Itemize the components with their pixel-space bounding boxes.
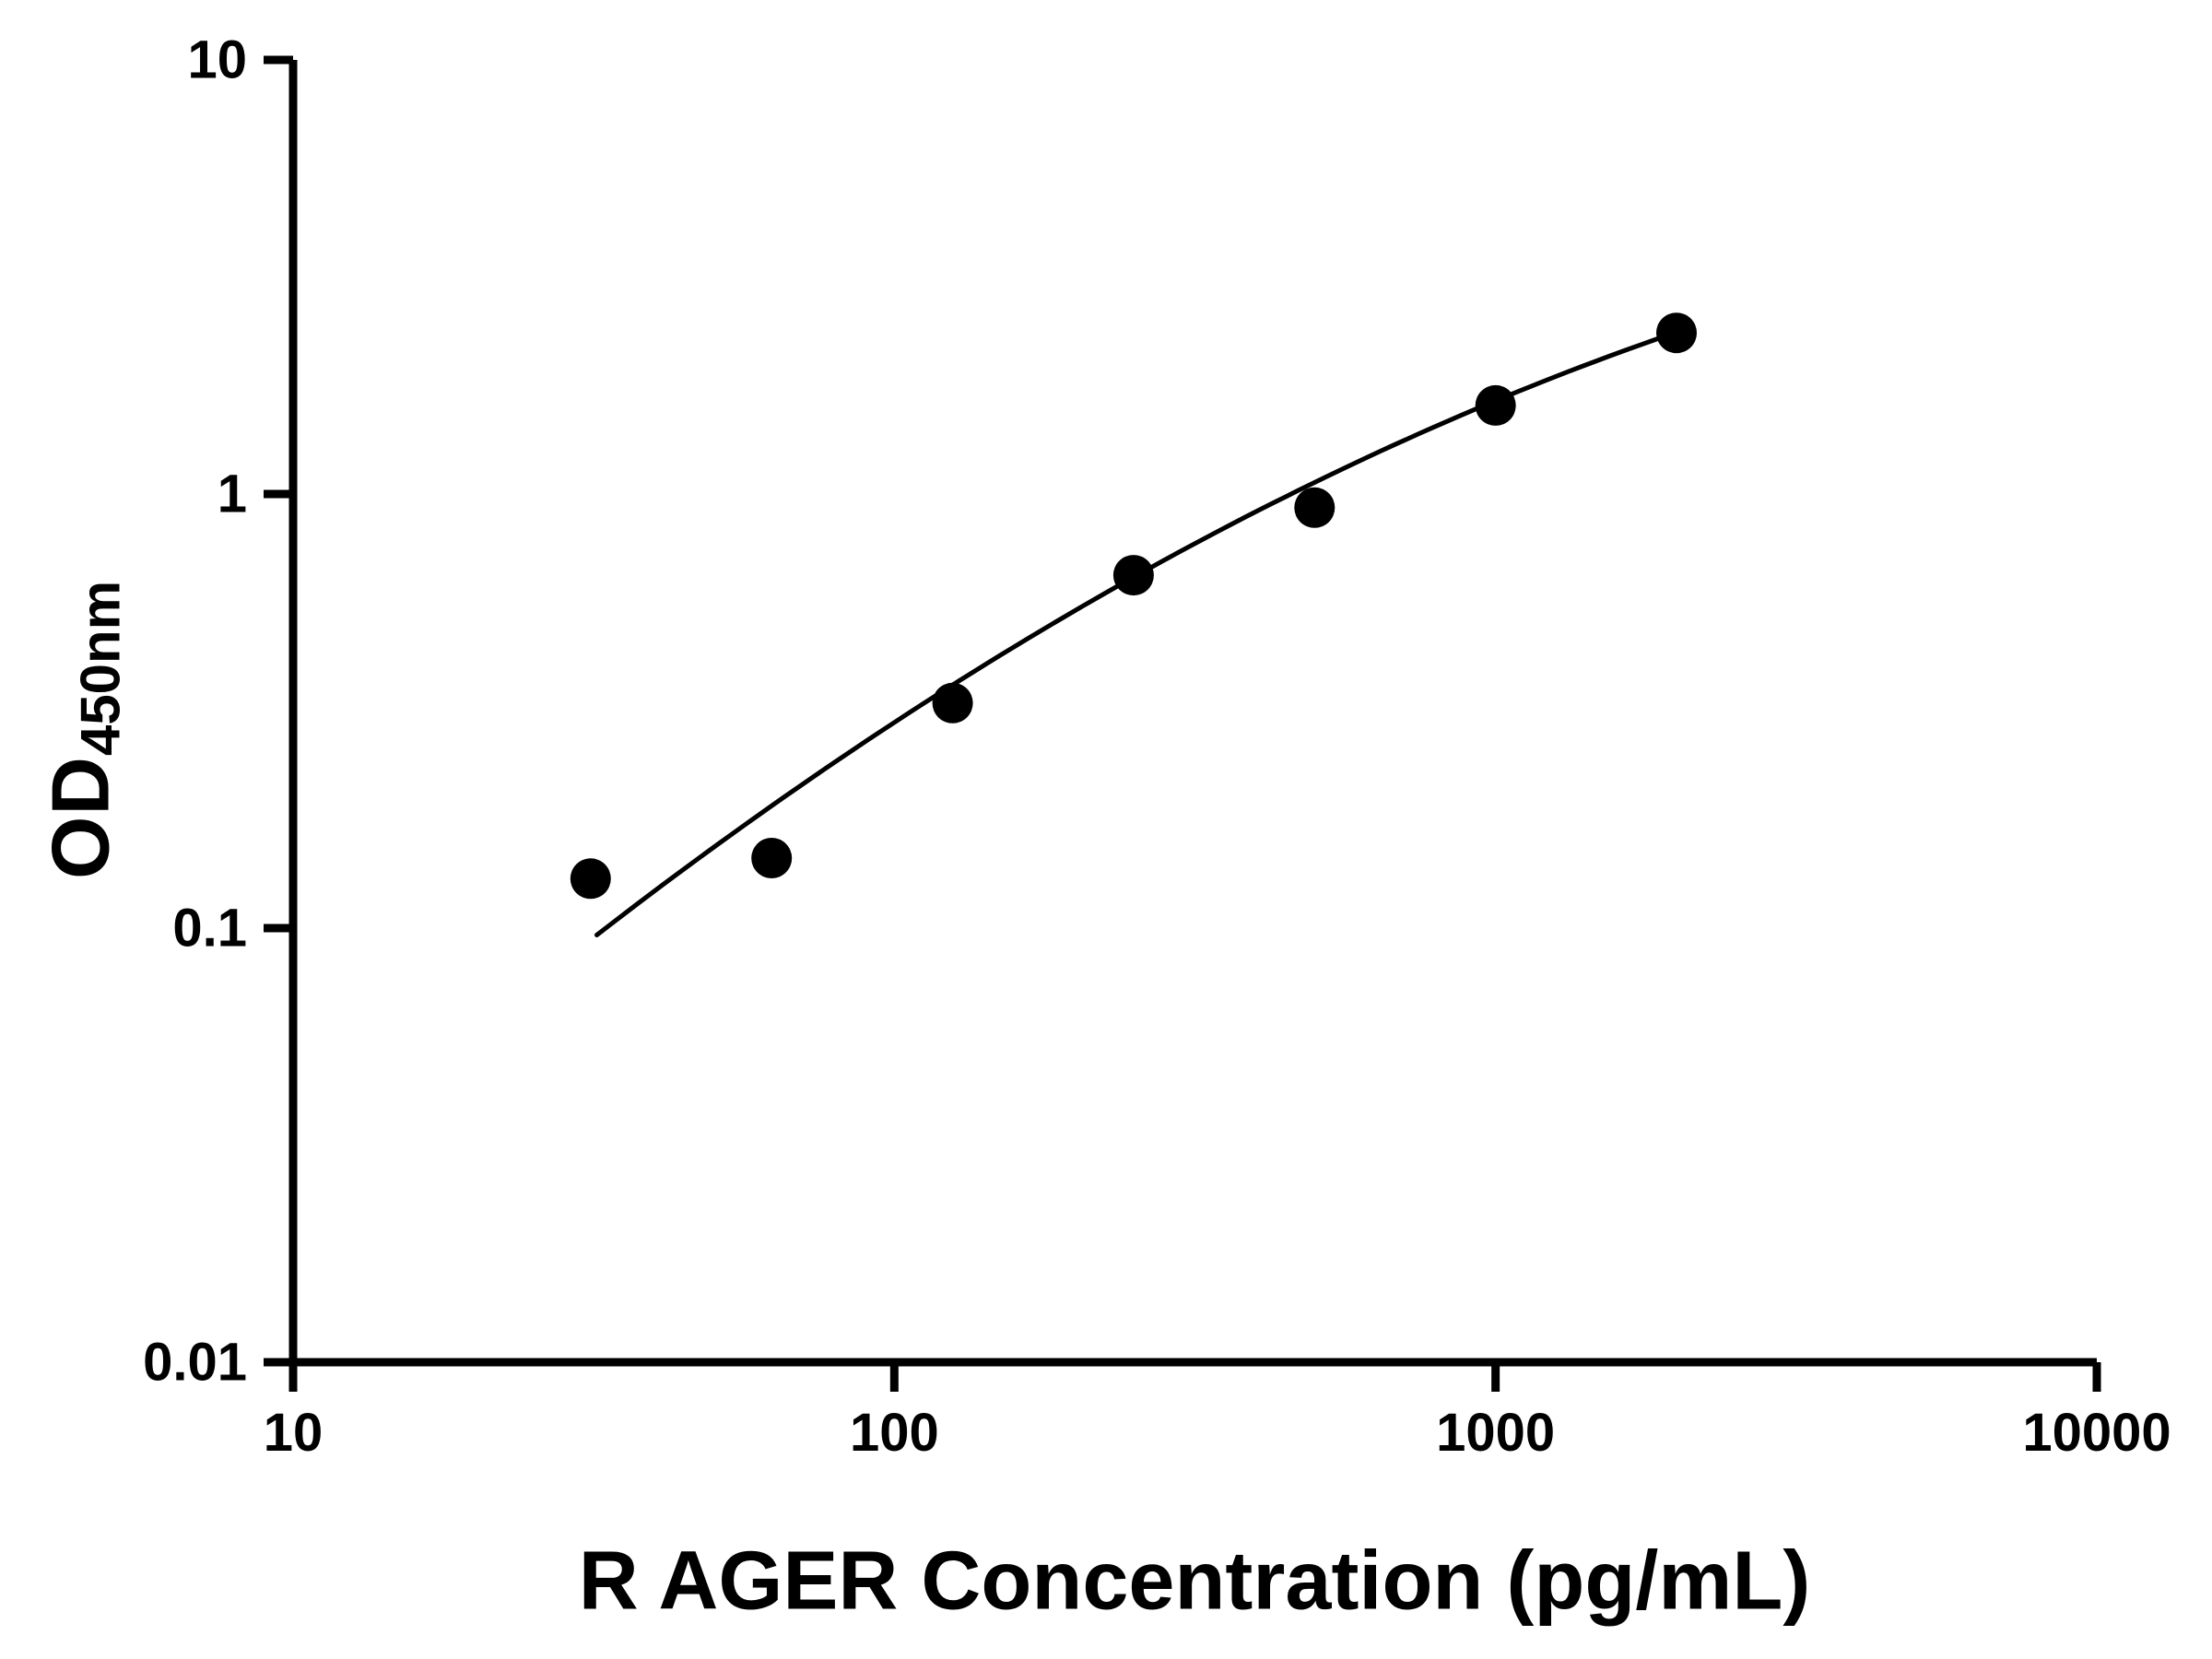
y-axis-tick-label: 1 <box>218 465 247 524</box>
y-axis-tick-label: 0.1 <box>172 899 247 959</box>
x-axis-tick-label: 1000 <box>1436 1403 1555 1463</box>
x-axis-tick-label: 100 <box>850 1403 939 1463</box>
data-point <box>570 858 611 900</box>
x-axis-tick-label: 10000 <box>2022 1403 2171 1463</box>
y-axis-title-subscript: 450nm <box>69 580 132 757</box>
y-axis-tick-label: 10 <box>187 30 247 90</box>
data-point <box>1475 384 1516 426</box>
data-point <box>751 838 793 878</box>
x-axis-title: R AGER Concentration (pg/mL) <box>578 1535 1811 1628</box>
y-axis-title: OD450nm <box>34 581 133 879</box>
axes-spine <box>288 60 2097 1367</box>
data-point <box>1656 312 1697 354</box>
x-axis-tick-label: 10 <box>264 1403 324 1463</box>
data-point <box>932 682 973 724</box>
y-axis-tick-label: 0.01 <box>143 1333 247 1393</box>
y-axis-title-main: OD <box>34 756 126 880</box>
data-point <box>1112 555 1154 596</box>
data-point <box>1294 487 1335 528</box>
